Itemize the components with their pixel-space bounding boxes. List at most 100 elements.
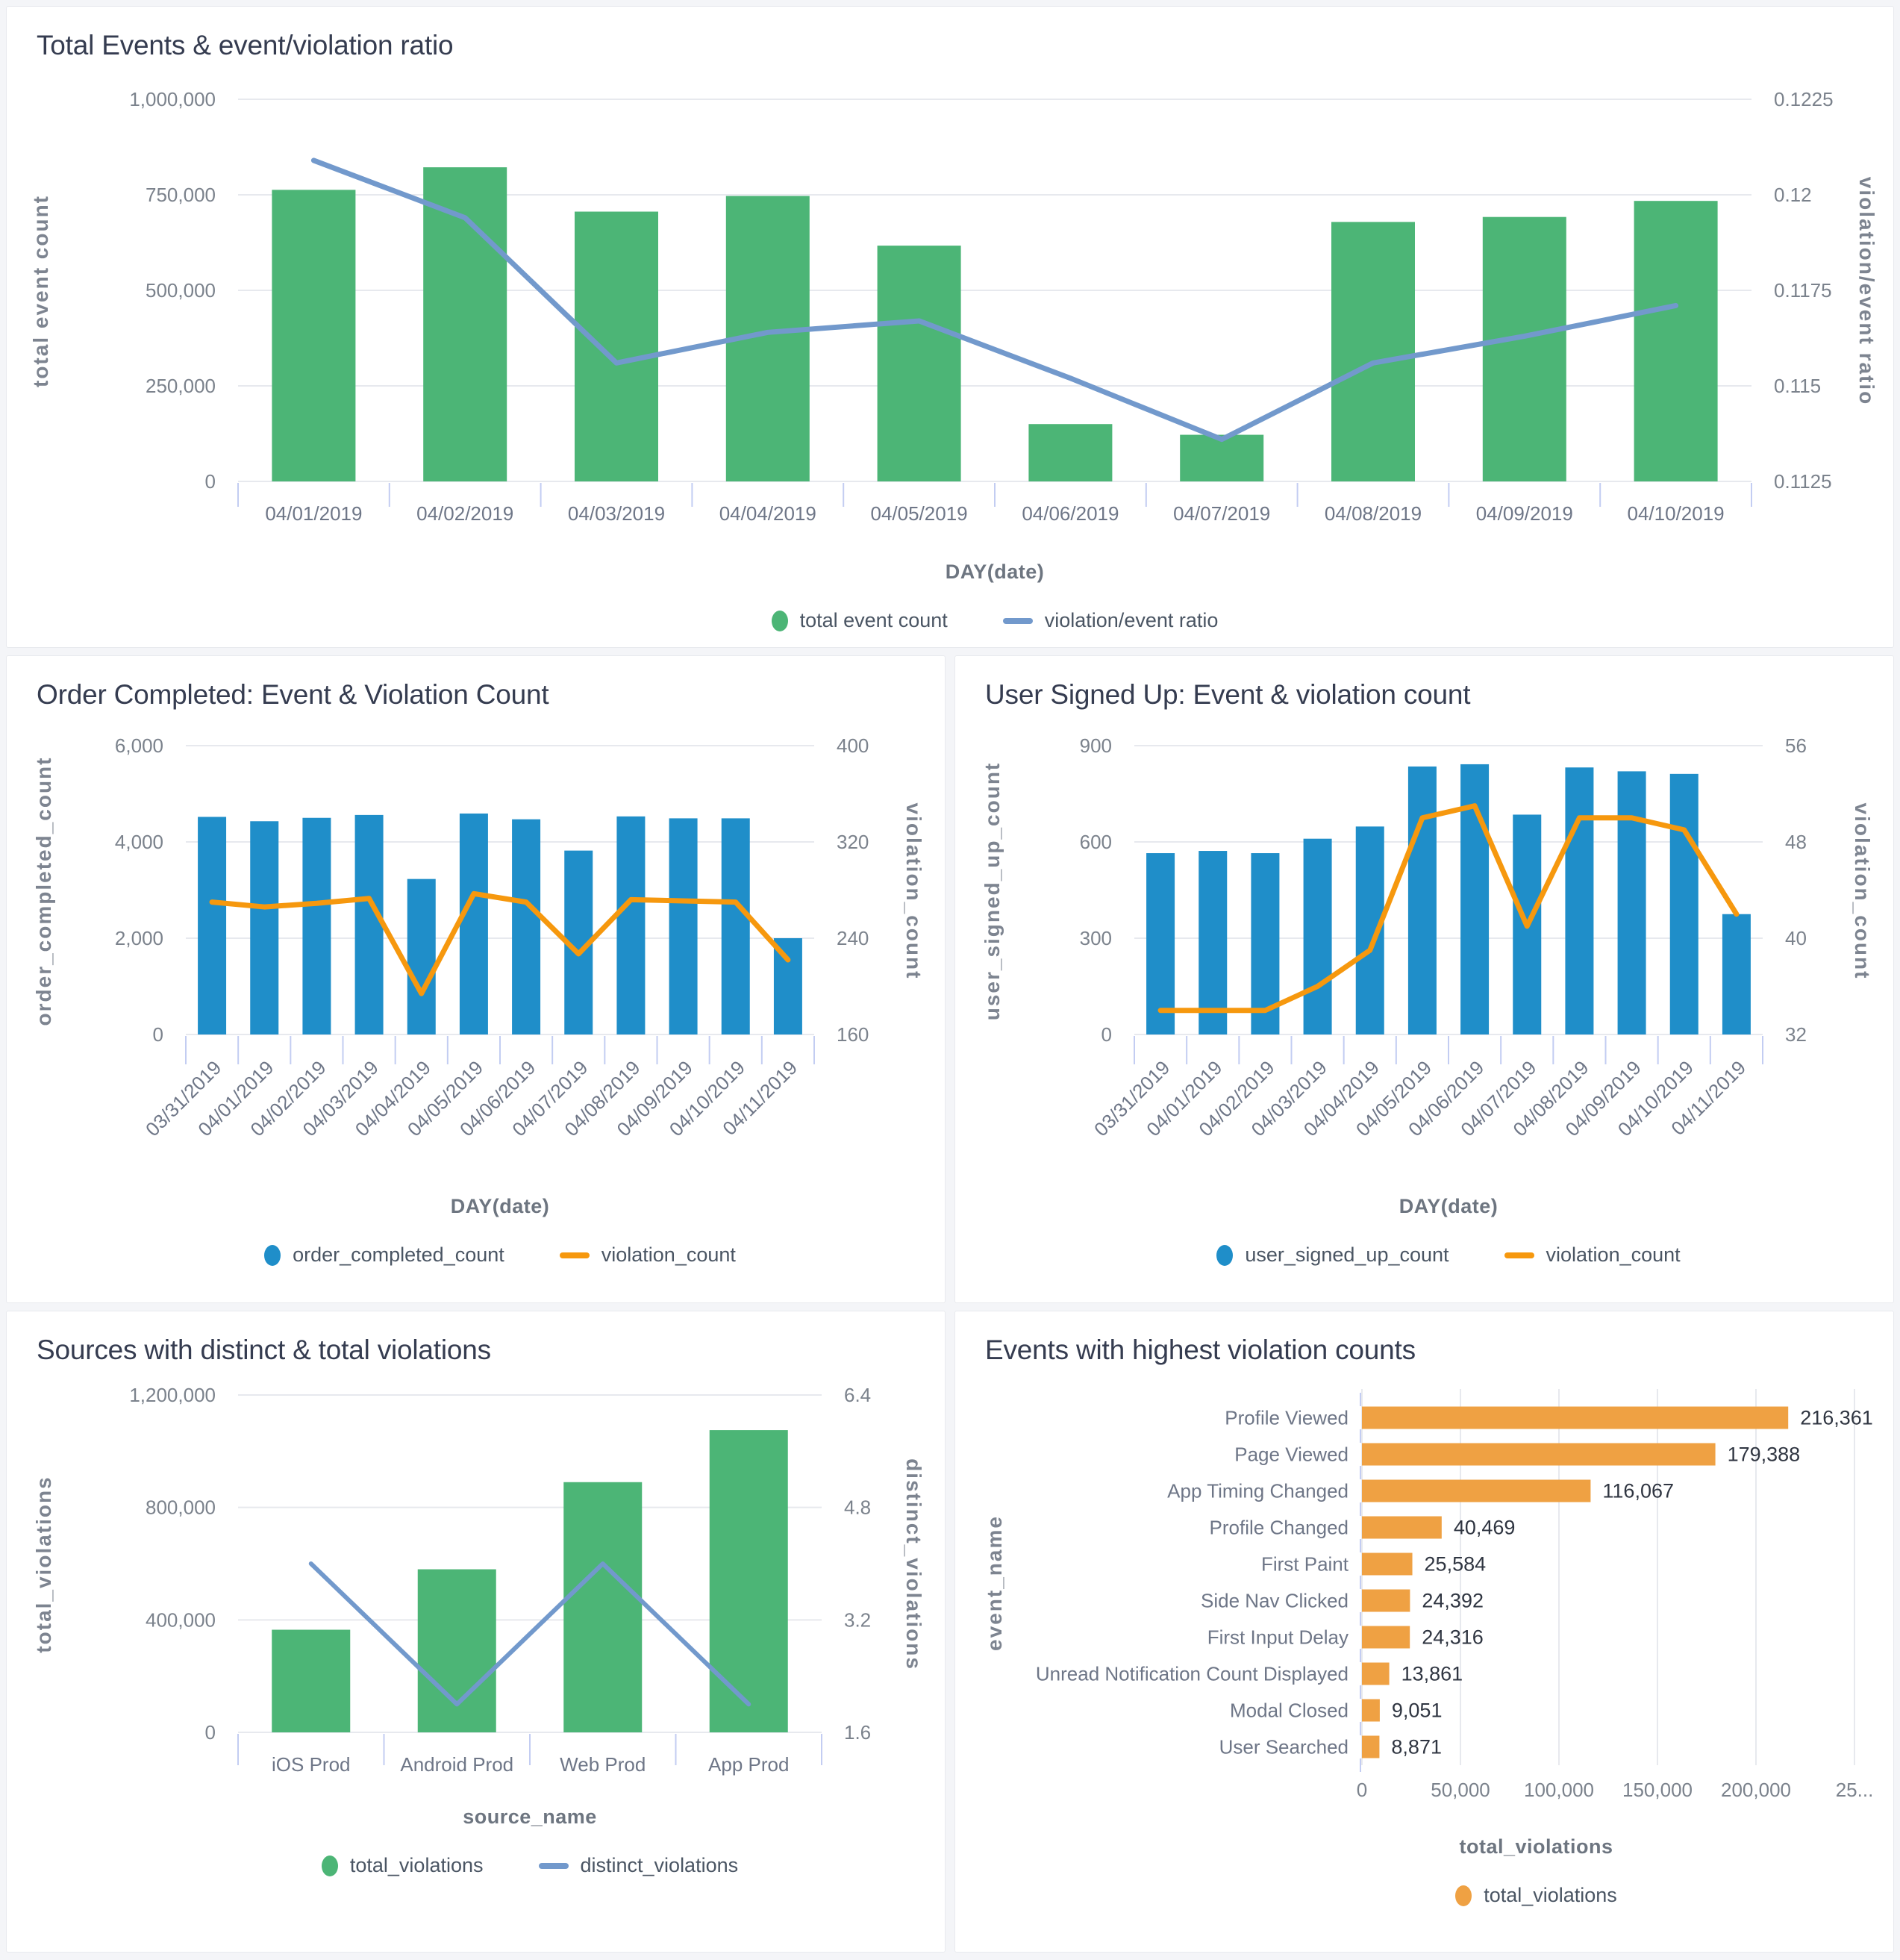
left-tick-label: 500,000 — [146, 279, 216, 302]
bar-value-label: 179,388 — [1728, 1444, 1801, 1466]
y-category-label: Modal Closed — [1230, 1700, 1349, 1722]
x-category-label: Web Prod — [560, 1753, 646, 1776]
user-signed-up-bar[interactable] — [1303, 838, 1332, 1034]
top-violations-bar[interactable] — [1362, 1589, 1410, 1612]
top-violations-bar[interactable] — [1362, 1735, 1380, 1758]
legend-item-violation-count[interactable]: violation_count — [559, 1243, 736, 1267]
legend-dot-icon — [1455, 1885, 1472, 1906]
sources-chart-canvas[interactable]: 0 1.6 400,000 3.2 800,000 4.8 1,200,000 6.4 iOS … — [7, 1374, 945, 1792]
order-completed-bar[interactable] — [512, 819, 541, 1034]
legend: total event count violation/event ratio — [96, 609, 1893, 632]
user-signed-up-bar[interactable] — [1199, 851, 1228, 1034]
x-category-label: 04/10/2019 — [1628, 502, 1725, 525]
left-tick-label: 0 — [1101, 1023, 1112, 1046]
top-violations-bar[interactable] — [1362, 1479, 1591, 1502]
user-signed-up-bar[interactable] — [1146, 853, 1175, 1034]
left-axis-title: event_name — [983, 1515, 1006, 1651]
x-category-label: 04/03/2019 — [568, 502, 665, 525]
sources-line[interactable] — [308, 1561, 751, 1707]
total-events-bar[interactable] — [272, 190, 356, 481]
sources-bar[interactable] — [417, 1569, 496, 1732]
top-violations-chart-canvas[interactable]: 0 50,000 100,000 150,000 200,000 25... Profile… — [955, 1374, 1893, 1822]
total-events-line[interactable] — [310, 157, 1679, 443]
order-completed-bar[interactable] — [721, 818, 750, 1034]
total-events-bar[interactable] — [1331, 222, 1415, 481]
total-events-bar[interactable] — [1482, 216, 1566, 481]
order-completed-bar[interactable] — [669, 818, 698, 1034]
user-signed-up-bar[interactable] — [1669, 773, 1699, 1034]
x-tick-label: 200,000 — [1721, 1779, 1791, 1801]
user-signed-up-line[interactable] — [1157, 803, 1740, 1014]
bar-value-label: 40,469 — [1454, 1517, 1516, 1539]
legend-line-icon — [559, 1252, 590, 1258]
total-events-bar[interactable] — [1180, 434, 1264, 481]
left-axis-title: total event count — [29, 194, 52, 388]
order-completed-bar[interactable] — [407, 878, 436, 1034]
total-events-chart-canvas[interactable]: 0 0.1125 250,000 0.115 500,000 0.1175 750,000 0… — [7, 69, 1893, 547]
left-tick-label: 0 — [205, 470, 216, 493]
total-events-bar[interactable] — [1028, 424, 1113, 481]
sources-bar[interactable] — [272, 1629, 351, 1732]
right-tick-label: 0.12 — [1774, 184, 1812, 206]
chart-title: Order Completed: Event & Violation Count — [37, 679, 549, 710]
x-category-label: iOS Prod — [272, 1753, 351, 1776]
legend-item-total-violations[interactable]: total_violations — [1455, 1884, 1617, 1907]
user-signed-up-bar[interactable] — [1565, 767, 1594, 1034]
card-user-signed-up: User Signed Up: Event & violation count … — [954, 655, 1894, 1303]
left-tick-label: 1,200,000 — [129, 1384, 216, 1406]
sources-bar[interactable] — [709, 1430, 788, 1732]
order-completed-bar[interactable] — [354, 814, 384, 1034]
total-events-bar[interactable] — [877, 246, 961, 481]
left-tick-label: 300 — [1080, 927, 1112, 949]
legend-item-total-violations[interactable]: total_violations — [321, 1854, 484, 1877]
total-events-bar[interactable] — [423, 167, 507, 482]
right-tick-label: 1.6 — [844, 1721, 871, 1744]
card-total-events: Total Events & event/violation ratio 0 0.… — [6, 6, 1894, 648]
legend-dot-icon — [1216, 1244, 1234, 1266]
legend-label: violation/event ratio — [1044, 609, 1219, 631]
legend-item-distinct-violations[interactable]: distinct_violations — [538, 1854, 738, 1877]
order-completed-bar[interactable] — [250, 821, 279, 1034]
legend-item-violation-event-ratio[interactable]: violation/event ratio — [1002, 609, 1219, 632]
order-completed-bar[interactable] — [302, 817, 331, 1034]
legend-item-violation-count[interactable]: violation_count — [1504, 1243, 1681, 1267]
x-category-label: 04/09/2019 — [1476, 502, 1573, 525]
total-events-bar[interactable] — [575, 211, 658, 481]
x-category-label: 04/04/2019 — [719, 502, 816, 525]
top-violations-bar[interactable] — [1362, 1626, 1410, 1649]
order-completed-bar[interactable] — [773, 938, 802, 1034]
left-axis-title: user_signed_up_count — [981, 761, 1004, 1021]
top-violations-bar[interactable] — [1362, 1699, 1380, 1722]
user-signed-up-bar[interactable] — [1722, 914, 1751, 1034]
top-violations-bar[interactable] — [1362, 1406, 1789, 1429]
bar-value-label: 216,361 — [1800, 1407, 1873, 1429]
legend-line-icon — [1002, 617, 1033, 624]
x-tick-label: 25... — [1836, 1779, 1874, 1801]
user-signed-up-bar[interactable] — [1407, 766, 1437, 1034]
legend-dot-icon — [771, 610, 788, 631]
total-events-bar[interactable] — [1634, 201, 1718, 481]
order-completed-bar[interactable] — [616, 816, 646, 1034]
right-axis-title: distinct_violations — [902, 1458, 925, 1670]
top-violations-bar[interactable] — [1362, 1443, 1716, 1466]
y-category-label: App Timing Changed — [1167, 1480, 1349, 1502]
y-category-label: First Paint — [1261, 1553, 1349, 1576]
top-violations-bar[interactable] — [1362, 1552, 1413, 1576]
top-violations-bar[interactable] — [1362, 1662, 1390, 1685]
top-violations-bar[interactable] — [1362, 1516, 1442, 1539]
sources-bar[interactable] — [563, 1482, 643, 1732]
left-tick-label: 0 — [205, 1721, 216, 1744]
right-tick-label: 0.1175 — [1774, 279, 1832, 302]
legend-item-order-completed-count[interactable]: order_completed_count — [264, 1243, 504, 1267]
legend-item-total-event-count[interactable]: total event count — [771, 609, 948, 632]
right-tick-label: 56 — [1785, 734, 1807, 757]
order-completed-line[interactable] — [209, 890, 791, 996]
order-completed-bar[interactable] — [459, 813, 488, 1034]
legend-dot-icon — [321, 1855, 338, 1876]
legend-item-user-signed-up-count[interactable]: user_signed_up_count — [1216, 1243, 1449, 1267]
order-completed-bar[interactable] — [198, 817, 227, 1034]
user-signed-up-bar[interactable] — [1617, 771, 1646, 1034]
card-sources: Sources with distinct & total violations… — [6, 1311, 946, 1953]
